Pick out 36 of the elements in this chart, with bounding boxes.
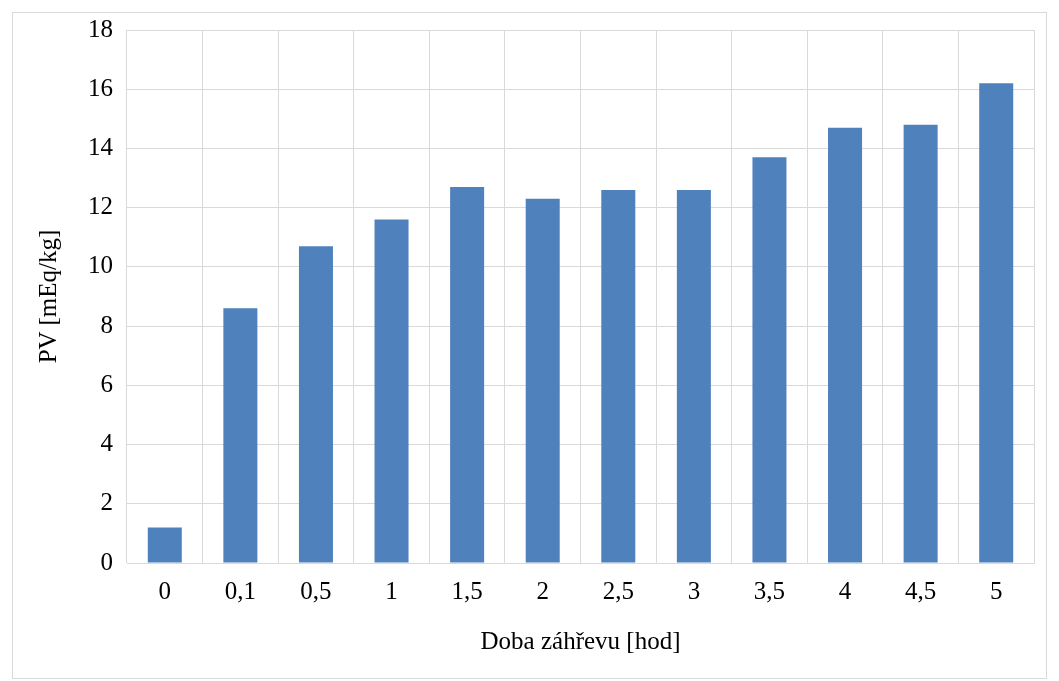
x-axis-title: Doba záhřevu [hod] — [480, 626, 681, 654]
x-tick-label: 2,5 — [602, 576, 634, 604]
x-tick-label: 0,1 — [224, 576, 256, 604]
bar — [298, 246, 333, 563]
x-tick-label: 2 — [536, 576, 549, 604]
y-tick-label: 2 — [100, 488, 113, 516]
x-tick-label: 1,5 — [451, 576, 483, 604]
y-tick-label: 6 — [100, 369, 113, 397]
bar — [147, 527, 182, 563]
x-tick-label: 5 — [989, 576, 1003, 604]
bar — [223, 308, 258, 563]
x-tick-label: 3 — [687, 576, 701, 604]
x-tick-label: 0 — [158, 576, 172, 604]
x-tick-label: 4 — [838, 576, 852, 604]
bar — [828, 127, 863, 563]
y-tick-label: 16 — [88, 73, 113, 101]
bar — [450, 186, 485, 563]
y-tick-label: 14 — [88, 133, 114, 161]
bar — [374, 219, 409, 563]
bar — [979, 83, 1014, 563]
bar — [525, 198, 560, 563]
x-tick-label: 1 — [385, 576, 398, 604]
x-tick-label: 4,5 — [905, 576, 937, 604]
y-tick-label: 8 — [100, 310, 113, 338]
y-axis-title: PV [mEq/kg] — [33, 229, 61, 364]
y-tick-label: 18 — [88, 14, 113, 42]
x-tick-label: 0,5 — [300, 576, 332, 604]
bar — [903, 124, 938, 563]
bar — [752, 157, 787, 563]
y-tick-label: 4 — [100, 429, 114, 457]
y-tick-label: 0 — [100, 547, 113, 575]
y-tick-label: 10 — [88, 251, 113, 279]
bar — [601, 189, 636, 563]
bar — [676, 189, 711, 563]
y-tick-label: 12 — [88, 192, 113, 220]
x-tick-label: 3,5 — [753, 576, 786, 604]
